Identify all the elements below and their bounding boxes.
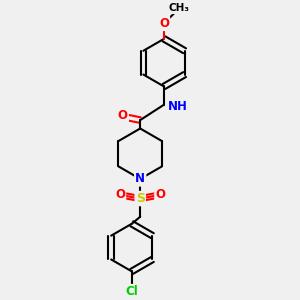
Text: NH: NH [168,100,188,112]
Text: O: O [159,17,169,30]
Text: CH₃: CH₃ [169,3,190,13]
Text: O: O [118,110,128,122]
Text: O: O [155,188,165,201]
Text: S: S [136,192,145,205]
Text: Cl: Cl [125,285,138,298]
Text: O: O [115,188,125,201]
Text: N: N [135,172,145,185]
